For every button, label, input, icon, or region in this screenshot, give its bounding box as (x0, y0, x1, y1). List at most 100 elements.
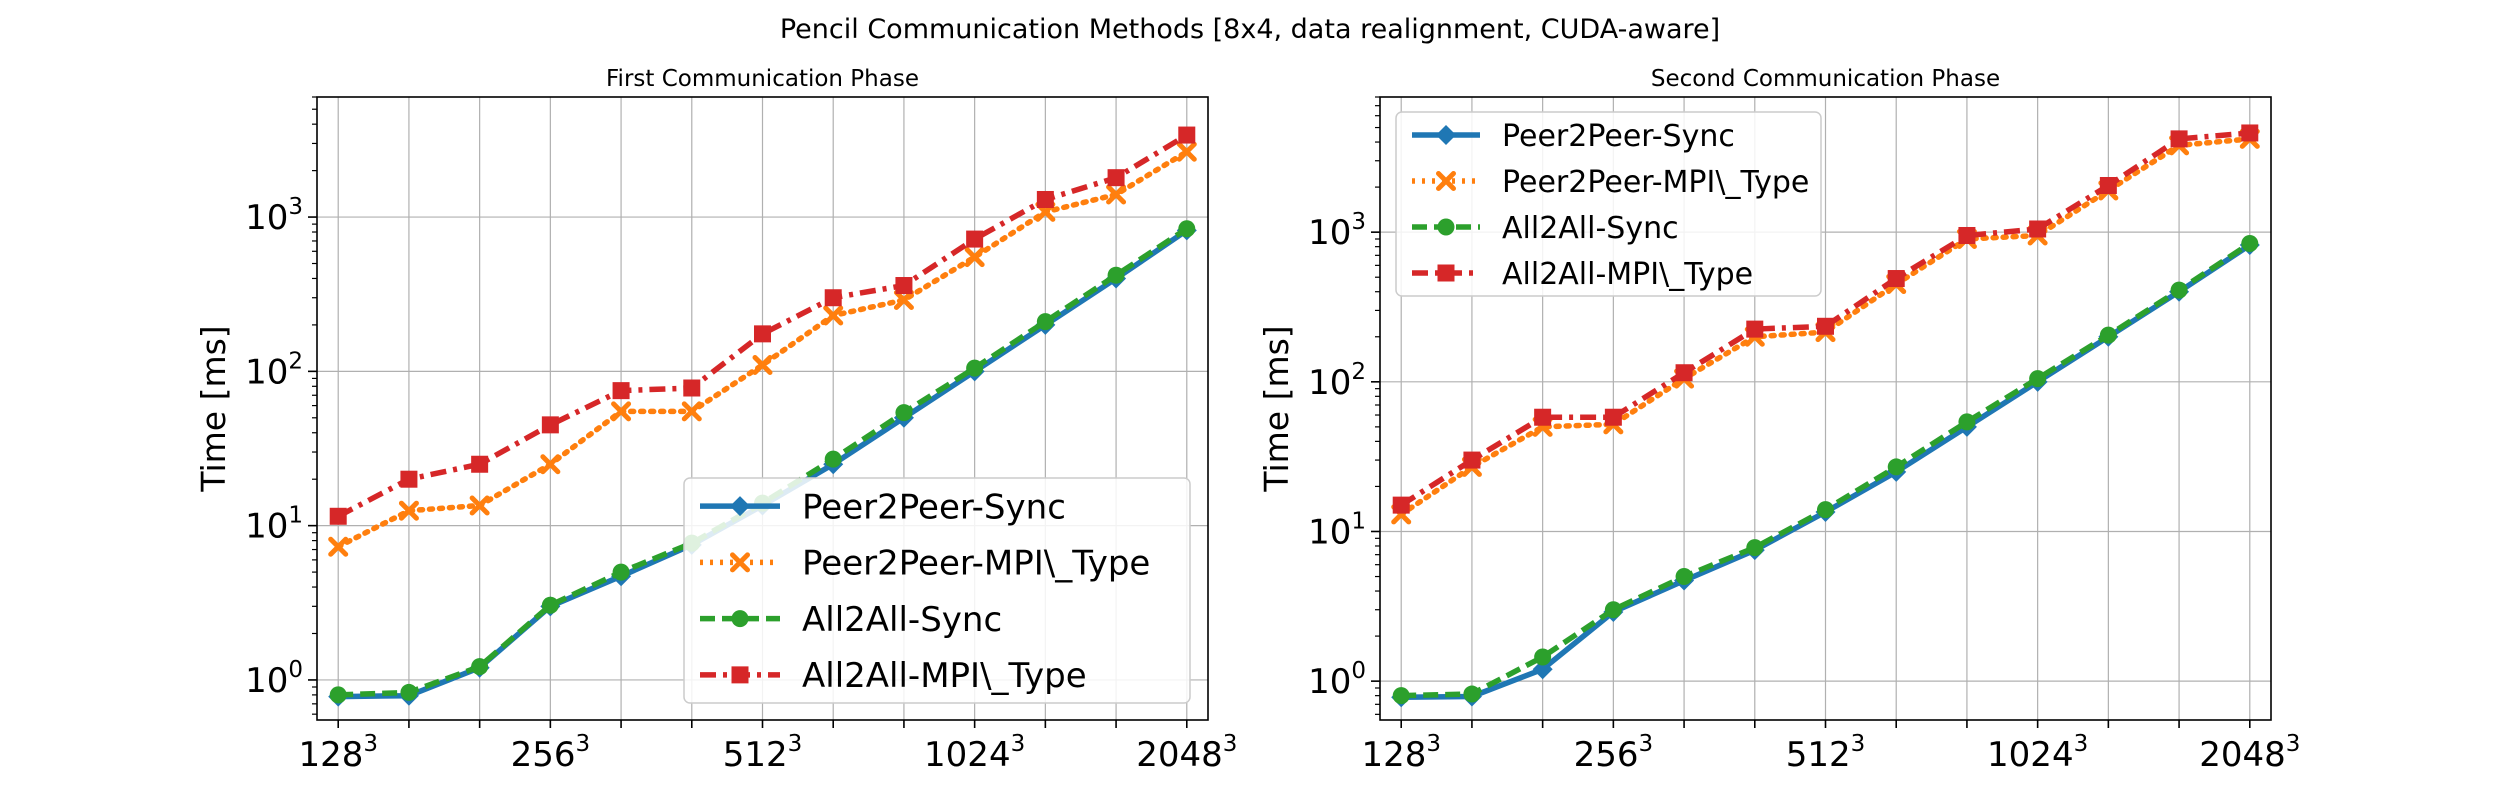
data-point (754, 325, 771, 343)
data-point (2170, 130, 2188, 148)
data-point (1534, 408, 1552, 426)
legend-marker (731, 666, 749, 684)
legend-box (683, 477, 1191, 704)
series-all2all-mpi-type (329, 126, 1196, 525)
data-point (1746, 320, 1764, 338)
y-tick-label: 102 (1308, 359, 1366, 403)
x-tick-label: 2563 (1574, 731, 1654, 775)
data-point (541, 416, 559, 434)
legend-entry-peer2peer-mpi-type: Peer2Peer-MPI\_Type (1412, 165, 1809, 200)
chart-title: First Communication Phase (606, 66, 919, 92)
y-tick-label: 102 (245, 348, 303, 392)
data-point (1036, 313, 1054, 331)
data-point (1958, 413, 1976, 431)
data-point (824, 289, 842, 307)
data-point (1746, 539, 1764, 557)
data-point (1958, 226, 1976, 244)
data-point (328, 536, 349, 557)
series-all2all-sync (1392, 234, 2259, 705)
legend-entry-peer2peer-sync: Peer2Peer-Sync (1412, 119, 1735, 154)
data-point (1887, 458, 1905, 476)
data-point (752, 354, 773, 375)
x-tick-label: 1283 (1361, 731, 1441, 775)
data-point (329, 686, 347, 704)
legend-label: All2All-Sync (802, 600, 1002, 640)
x-tick-label: 20483 (1136, 731, 1237, 775)
data-point (1463, 685, 1481, 703)
data-point (1392, 496, 1410, 514)
data-point (1178, 220, 1196, 238)
legend-entry-all2all-mpi-type: All2All-MPI\_Type (1412, 257, 1753, 292)
data-point (612, 563, 630, 581)
series-all2all-mpi-type (1392, 124, 2259, 514)
legend-label: Peer2Peer-Sync (802, 487, 1066, 527)
data-point (1675, 568, 1693, 586)
legend-marker (1437, 264, 1455, 282)
data-point (471, 455, 489, 473)
data-point (2170, 281, 2188, 299)
data-point (893, 290, 914, 311)
legend-label: All2All-MPI\_Type (1502, 257, 1753, 292)
legend: Peer2Peer-Sync Peer2Peer-MPI\_Type All2All… (683, 477, 1191, 704)
y-minor-ticks (1375, 96, 1380, 715)
data-point (1817, 501, 1834, 519)
data-point (400, 470, 418, 488)
data-point (1107, 266, 1125, 284)
legend-marker (730, 552, 750, 573)
data-point (1176, 141, 1197, 162)
x-tick-label: 5123 (723, 731, 803, 775)
data-point (824, 450, 842, 468)
data-point (966, 230, 984, 248)
x-tick-label: 10243 (924, 731, 1025, 775)
data-point (1604, 408, 1622, 426)
x-tick-label: 5123 (1786, 731, 1866, 775)
data-point (1817, 317, 1834, 335)
y-tick-label: 100 (1308, 658, 1366, 702)
data-point (611, 401, 632, 422)
data-point (1036, 190, 1054, 208)
series-peer2peer-mpi-type (328, 141, 1197, 557)
data-point (1107, 169, 1125, 187)
chart-title: Second Communication Phase (1651, 66, 2000, 92)
x-tick-label: 2563 (511, 731, 591, 775)
chart-first-communication-phase: First Communication Phase Time [ms] 100 101… (194, 66, 1237, 775)
data-point (541, 596, 559, 614)
data-point (400, 683, 418, 701)
data-point (1178, 126, 1196, 144)
legend-marker (1437, 218, 1455, 236)
data-point (681, 401, 702, 422)
data-point (895, 277, 913, 295)
legend-box (1395, 111, 1822, 297)
x-tick-label: 20483 (2199, 731, 2300, 775)
data-point (1106, 184, 1127, 205)
data-point (2241, 124, 2259, 142)
y-tick-label: 101 (245, 503, 303, 547)
data-point (2099, 326, 2117, 344)
data-point (895, 404, 913, 422)
data-point (398, 500, 419, 521)
legend-entry-all2all-mpi-type: All2All-MPI\_Type (700, 656, 1087, 696)
legend-entry-all2all-sync: All2All-Sync (700, 600, 1002, 640)
legend-label: Peer2Peer-MPI\_Type (1502, 165, 1809, 200)
y-tick-label: 100 (245, 657, 303, 701)
figure-suptitle: Pencil Communication Methods [8x4, data … (780, 14, 1720, 45)
legend-marker (1436, 125, 1456, 145)
data-point (540, 454, 561, 475)
legend-label: All2All-Sync (1502, 211, 1679, 246)
legend-entry-all2all-sync: All2All-Sync (1412, 211, 1679, 246)
data-point (2241, 234, 2259, 252)
x-tick-label: 1283 (298, 731, 378, 775)
data-point (1887, 270, 1905, 288)
legend-marker (730, 496, 750, 517)
y-tick-label: 101 (1308, 508, 1366, 552)
y-minor-ticks (312, 96, 317, 715)
data-point (329, 507, 347, 525)
data-point (1675, 364, 1693, 382)
data-point (612, 382, 630, 400)
data-point (1604, 601, 1622, 619)
legend-marker (731, 610, 749, 628)
data-point (966, 359, 984, 377)
data-point (1532, 659, 1553, 680)
